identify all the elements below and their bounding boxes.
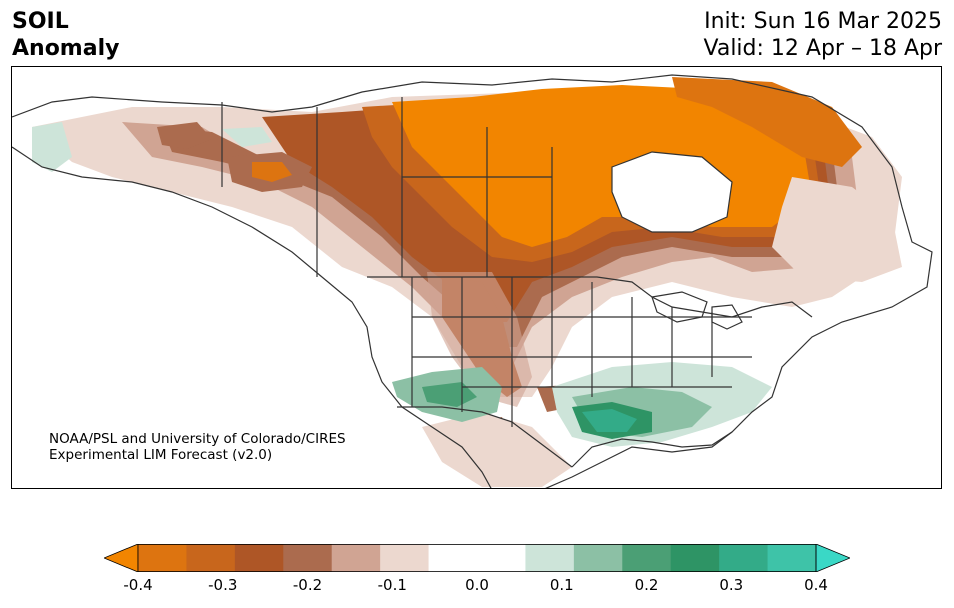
us-canada-border [367, 276, 813, 318]
colorbar-ticks: -0.4 -0.3 -0.2 -0.1 0.0 0.1 0.2 0.3 0.4 [0, 576, 954, 600]
labrador-dry-region [772, 177, 902, 282]
colorbar-segment [331, 544, 381, 572]
colorbar-segment [234, 544, 284, 572]
us-state-lines [411, 277, 752, 427]
southwest-wet-core [422, 382, 477, 407]
colorbar-segment [380, 544, 430, 572]
colorbar-over-arrow [815, 544, 850, 572]
colorbar-segment [573, 544, 623, 572]
title-line-variable: SOIL [12, 9, 69, 34]
colorbar-under-arrow [104, 544, 139, 572]
colorbar-segment [622, 544, 672, 572]
data-credit: NOAA/PSL and University of Colorado/CIRE… [49, 431, 346, 463]
anomaly-map [11, 66, 942, 489]
gulf-of-mexico-coast [571, 431, 733, 468]
geographic-borders [12, 74, 933, 488]
yukon-dry-core [252, 162, 292, 182]
alaska-dry-patch [157, 122, 212, 149]
north-america-coastline [12, 74, 933, 488]
hudson-bay-shore [611, 151, 733, 233]
map-canvas [12, 74, 933, 488]
colorbar-segment [525, 544, 575, 572]
colorbar-outline [137, 544, 817, 572]
colorbar-tick-label: 0.3 [719, 576, 744, 594]
plains-dry-tongue-outer [427, 272, 532, 407]
colorbar-tick-label: -0.4 [123, 576, 153, 594]
colorbar-segment [767, 544, 817, 572]
colorbar-segment [138, 544, 187, 572]
init-date: Init: Sun 16 Mar 2025 [704, 9, 942, 34]
map-title: SOIL Anomaly [12, 8, 119, 62]
colorbar-segment [719, 544, 769, 572]
colorbar-tick-label: -0.1 [377, 576, 407, 594]
title-line-type: Anomaly [12, 36, 120, 61]
forecast-dates: Init: Sun 16 Mar 2025 Valid: 12 Apr – 18… [704, 8, 943, 62]
colorbar-segment [670, 544, 720, 572]
credit-line-product: Experimental LIM Forecast (v2.0) [49, 447, 273, 463]
colorbar-tick-label: -0.3 [208, 576, 238, 594]
anomaly-shading [32, 77, 902, 487]
southeast-wet-core [582, 409, 637, 432]
canadian-province-lines [316, 97, 553, 277]
colorbar-segment [283, 544, 333, 572]
colorbar-segment [186, 544, 236, 572]
colorbar-tick-label: 0.4 [804, 576, 828, 594]
alaska-wet-patch [32, 122, 72, 172]
greenland-dry-region [672, 77, 862, 167]
great-lakes [651, 291, 743, 330]
colorbar-tick-label: 0.2 [634, 576, 659, 594]
colorbar-segment [477, 544, 526, 572]
colorbar-tick-label: -0.2 [292, 576, 323, 594]
credit-line-institution: NOAA/PSL and University of Colorado/CIRE… [49, 431, 346, 447]
colorbar-segment [428, 544, 478, 572]
yukon-wet-patch [222, 127, 272, 147]
colorbar-tick-label: 0.1 [549, 576, 574, 594]
hudson-bay-water [612, 152, 732, 232]
mexico-dry-region [422, 412, 572, 487]
valid-date-range: Valid: 12 Apr – 18 Apr [703, 36, 943, 61]
colorbar-tick-label: 0.0 [465, 576, 489, 594]
colorbar [104, 544, 850, 572]
pacific-coastline [12, 146, 492, 488]
